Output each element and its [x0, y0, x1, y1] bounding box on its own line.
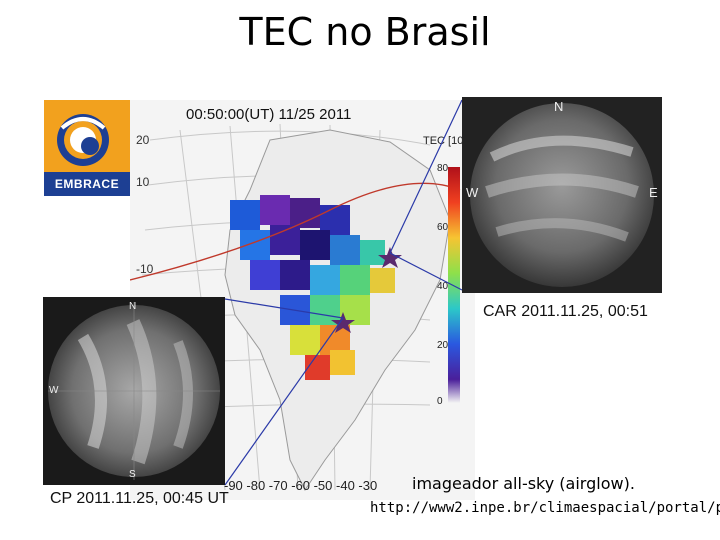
logo-text: EMBRACE — [44, 172, 130, 196]
car-dir-n: N — [554, 99, 564, 114]
allsky-cp-graphic — [48, 302, 220, 480]
colorbar-tick-60: 60 — [437, 222, 449, 233]
car-dir-e: E — [649, 185, 658, 200]
lon-ticks: -90 -80 -70 -60 -50 -40 -30 — [224, 478, 378, 493]
colorbar-tick-80: 80 — [437, 163, 449, 174]
allsky-image-car: N W E — [462, 97, 662, 293]
cp-dir-w: W — [49, 385, 59, 396]
car-caption: CAR 2011.11.25, 00:51 — [483, 303, 648, 320]
colorbar-tick-20: 20 — [437, 340, 449, 351]
cp-dir-s: S — [129, 469, 136, 480]
lat-tick-10: 10 — [136, 175, 150, 189]
cp-dir-n: N — [129, 301, 137, 312]
car-dir-w: W — [466, 185, 479, 200]
colorbar — [448, 167, 460, 403]
slide-title: TEC no Brasil — [239, 10, 491, 54]
source-url[interactable]: http://www2.inpe.br/climaespacial/portal… — [370, 500, 720, 516]
allsky-caption: imageador all-sky (airglow). — [412, 474, 635, 493]
embrace-logo: EMBRACE — [44, 100, 130, 196]
lat-tick-20: 20 — [136, 133, 150, 147]
lat-tick-neg10: -10 — [136, 262, 154, 276]
allsky-image-cp: N S W — [43, 297, 225, 485]
allsky-car-graphic — [470, 103, 654, 287]
map-timestamp-header: 00:50:00(UT) 11/25 2011 — [186, 106, 352, 123]
colorbar-tick-40: 40 — [437, 281, 449, 292]
cp-caption: CP 2011.11.25, 00:45 UT — [50, 490, 229, 507]
tec-map-graphic — [130, 123, 461, 491]
logo-swirl-icon — [57, 114, 109, 166]
colorbar-tick-0: 0 — [437, 396, 443, 407]
